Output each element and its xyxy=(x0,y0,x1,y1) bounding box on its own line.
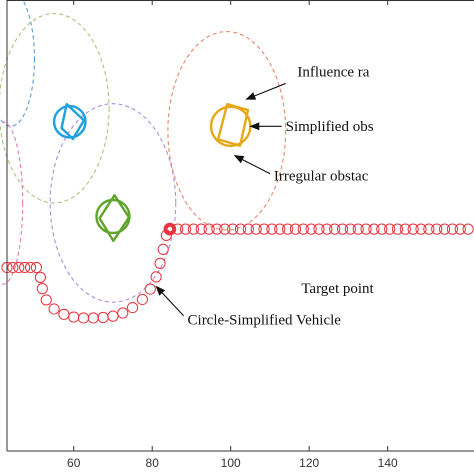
x-tick-label: 60 xyxy=(67,456,81,470)
vehicle-circle xyxy=(446,223,459,235)
vehicle-circle xyxy=(157,243,169,256)
annotation-vehicle: Circle-Simplified Vehicle xyxy=(188,313,342,329)
vehicle-circle xyxy=(368,223,380,235)
vehicle-circle xyxy=(34,271,46,283)
vehicle-circle xyxy=(344,223,356,235)
vehicle-circle xyxy=(415,223,427,235)
vehicle-circle xyxy=(24,261,37,274)
vehicle-circle xyxy=(13,261,25,274)
vehicle-circle xyxy=(107,310,119,322)
vehicle-circle xyxy=(40,294,52,306)
vehicle-circle xyxy=(203,223,215,235)
vehicle-circle xyxy=(352,223,364,235)
vehicle-circle xyxy=(144,283,156,295)
influence-circle xyxy=(167,31,287,231)
axes: 60 80 100 120 140 xyxy=(6,0,474,470)
vehicle-circle xyxy=(187,223,200,235)
vehicle-circle xyxy=(376,223,388,235)
vehicle-circle xyxy=(154,257,166,269)
vehicle-circle xyxy=(407,223,419,235)
irregular-obstacle-polygon xyxy=(60,102,86,141)
vehicle-circle xyxy=(438,223,451,235)
vehicle-circle xyxy=(117,307,129,319)
vehicle-circle xyxy=(126,301,139,314)
vehicle-circle xyxy=(431,223,443,235)
vehicle-circle xyxy=(297,223,309,235)
vehicle-circle xyxy=(19,261,31,274)
vehicle-circle xyxy=(179,223,192,235)
irregular-obstacle-polygon xyxy=(216,102,250,147)
vehicle-circle xyxy=(289,223,302,235)
annotation-vehicle-arrow xyxy=(155,285,184,317)
vehicle-circle xyxy=(227,223,239,235)
vehicle-circle xyxy=(242,223,254,235)
influence-circle xyxy=(0,13,110,204)
annotation-irregular-obstacle: Irregular obstac xyxy=(274,168,369,184)
annotations: Influence ra Simplified obs Irregular obst… xyxy=(155,65,375,329)
annotation-influence-radius: Influence ra xyxy=(297,65,369,81)
influence-circles xyxy=(0,0,287,303)
vehicle-circle xyxy=(7,261,19,274)
vehicle-circle xyxy=(30,261,43,274)
vehicle-path xyxy=(1,222,474,324)
vehicle-circle xyxy=(274,223,286,235)
x-tick-label: 100 xyxy=(221,456,241,470)
vehicle-circle xyxy=(250,223,262,235)
vehicle-circle xyxy=(384,223,396,235)
vehicle-circle xyxy=(36,283,48,295)
vehicle-circle xyxy=(313,223,325,235)
vehicle-circle xyxy=(195,223,207,235)
vehicle-circle xyxy=(136,293,148,306)
vehicle-circle xyxy=(234,223,247,235)
x-tick-label: 80 xyxy=(146,456,160,470)
influence-circle xyxy=(0,0,36,127)
vehicle-circle xyxy=(454,223,466,235)
vehicle-circle xyxy=(391,223,404,235)
vehicle-circle xyxy=(360,223,372,235)
annotation-influence-radius-arrow xyxy=(245,82,286,100)
vehicle-circle xyxy=(399,223,411,235)
vehicle-circle xyxy=(462,223,474,235)
vehicle-circle xyxy=(150,271,162,283)
annotation-simplified-obstacle: Simplified obs xyxy=(286,119,374,135)
vehicle-circle xyxy=(219,223,231,235)
vehicle-circle xyxy=(329,223,341,235)
target-point-marker xyxy=(163,222,177,236)
vehicle-circle xyxy=(281,223,294,235)
annotation-irregular-obstacle-arrow xyxy=(233,155,271,175)
influence-circle xyxy=(49,103,177,303)
vehicle-circle xyxy=(211,223,223,235)
vehicle-circle xyxy=(258,223,270,235)
influence-circle xyxy=(0,121,24,285)
vehicle-circle xyxy=(336,223,349,235)
annotation-target-point: Target point xyxy=(301,281,374,297)
vehicle-circle xyxy=(423,223,435,235)
irregular-obstacle-polygon xyxy=(98,194,131,243)
vehicle-circle xyxy=(305,223,317,235)
x-tick-label: 140 xyxy=(378,456,398,470)
vehicle-circle xyxy=(266,223,278,235)
vehicle-circle xyxy=(48,303,60,315)
x-tick-label: 120 xyxy=(299,456,319,470)
vehicle-circle xyxy=(321,223,333,235)
